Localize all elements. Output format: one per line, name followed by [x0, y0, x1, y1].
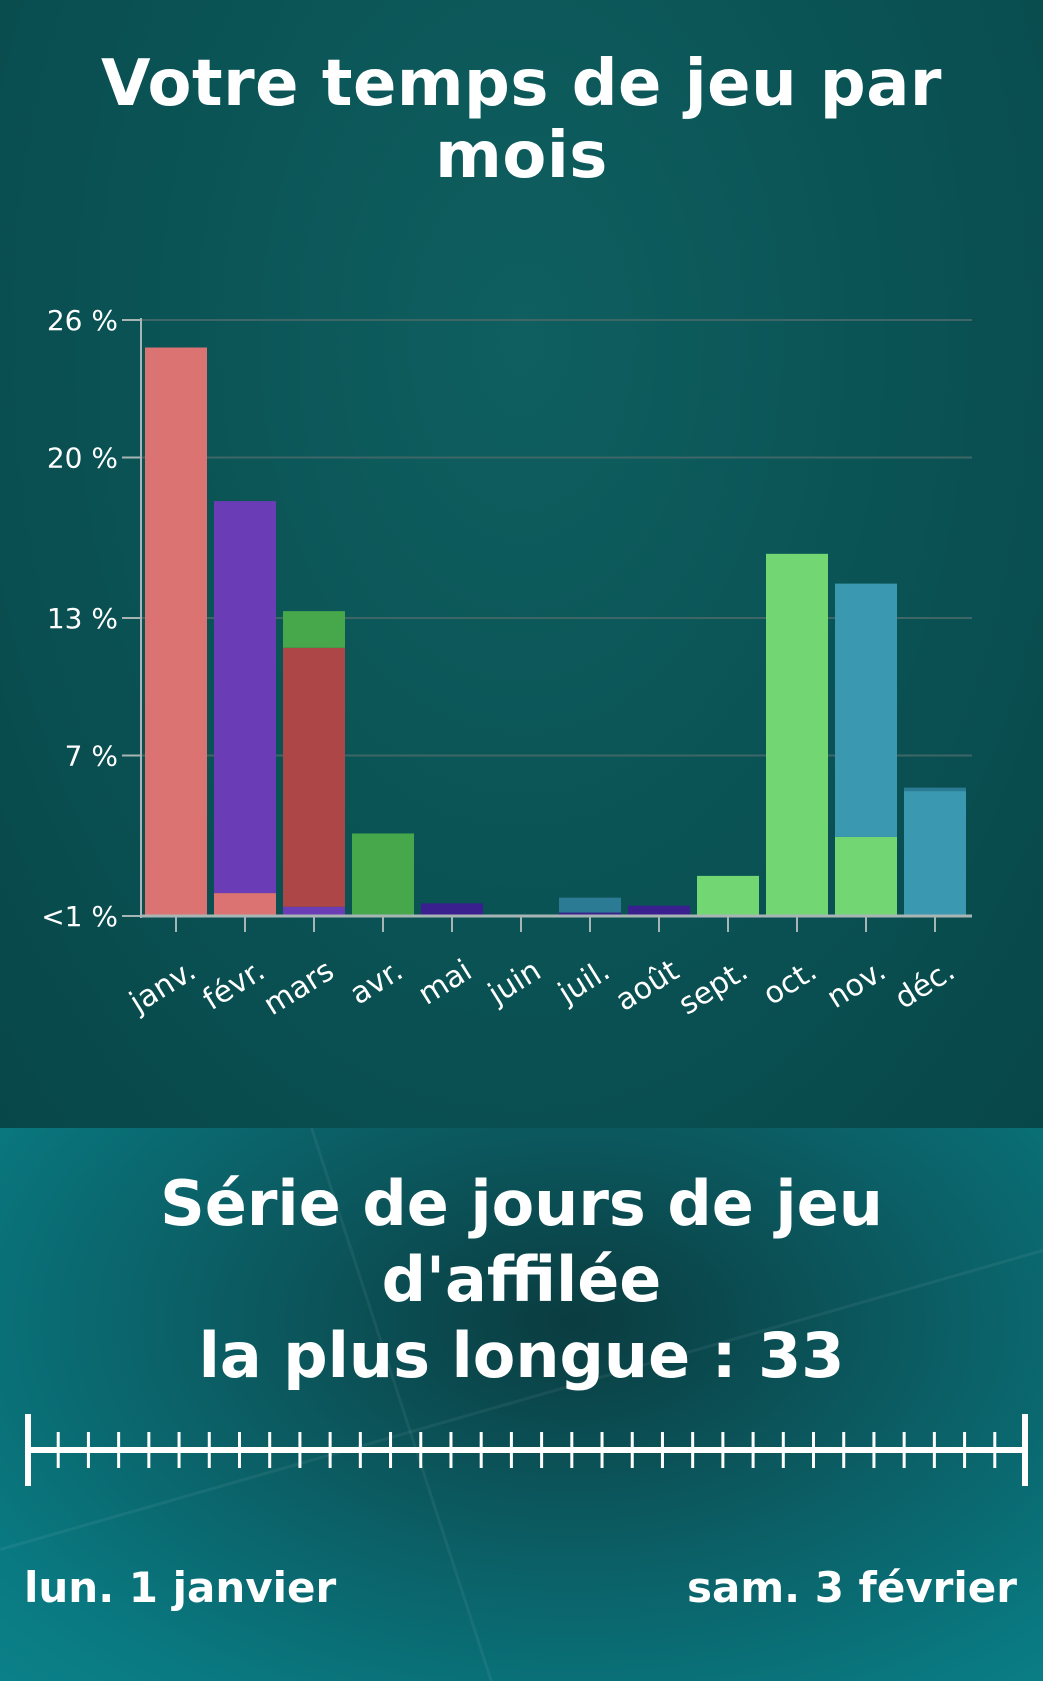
- y-tick-label: <1 %: [41, 900, 118, 933]
- y-tick-label: 13 %: [47, 602, 118, 635]
- bar-segment: [283, 647, 345, 907]
- bar-segment: [214, 893, 276, 916]
- x-tick-label: mars: [258, 953, 341, 1023]
- x-tick-label: janv.: [123, 953, 202, 1021]
- x-tick-label: juil.: [551, 953, 616, 1012]
- streak-start-date: lun. 1 janvier: [24, 1563, 337, 1612]
- y-tick-label: 26 %: [47, 304, 118, 337]
- y-tick-label: 20 %: [47, 442, 118, 475]
- x-tick-label: juin: [481, 953, 547, 1012]
- chart-title: Votre temps de jeu par mois: [101, 47, 942, 193]
- bar-segment: [835, 583, 897, 837]
- bar-segment: [628, 905, 690, 916]
- bar-segment: [766, 553, 828, 916]
- bar-segment: [421, 903, 483, 916]
- bar-segment: [904, 791, 966, 916]
- bar-segment: [697, 875, 759, 916]
- streak-title-line-1: Série de jours de jeu d'affilée: [160, 1167, 883, 1316]
- x-tick-label: févr.: [197, 953, 271, 1018]
- monthly-playtime-section: Votre temps de jeu par mois <1 % 7 % 13 % 2…: [0, 0, 1043, 1128]
- y-tick-label: 7 %: [65, 740, 118, 773]
- bar-segment: [559, 897, 621, 913]
- bar-segment: [559, 912, 621, 916]
- x-tick-label: déc.: [889, 953, 961, 1016]
- bar-segment: [283, 906, 345, 916]
- streak-title: Série de jours de jeu d'affilée la plus …: [20, 1166, 1023, 1394]
- bar-segment: [283, 611, 345, 648]
- bar-segment: [145, 347, 207, 916]
- x-tick-label: nov.: [821, 953, 892, 1016]
- monthly-playtime-chart: <1 % 7 % 13 % 20 % 26 % janv.févr.mars avr. mai…: [41, 304, 972, 1023]
- x-tick-label: sept.: [673, 953, 755, 1022]
- streak-timeline: [25, 1414, 1028, 1486]
- streak-end-date: sam. 3 février: [687, 1563, 1017, 1612]
- x-tick-label: août: [609, 953, 685, 1019]
- x-tick-label: avr.: [344, 953, 409, 1012]
- x-tick-label: mai: [412, 953, 478, 1012]
- bar-segment: [904, 787, 966, 792]
- streak-title-line-2: la plus longue : 33: [198, 1319, 845, 1392]
- bar-segment: [214, 501, 276, 894]
- bar-segment: [352, 833, 414, 916]
- streak-section: Série de jours de jeu d'affilée la plus …: [0, 1128, 1043, 1681]
- x-tick-label: oct.: [757, 953, 823, 1012]
- bar-segment: [835, 836, 897, 916]
